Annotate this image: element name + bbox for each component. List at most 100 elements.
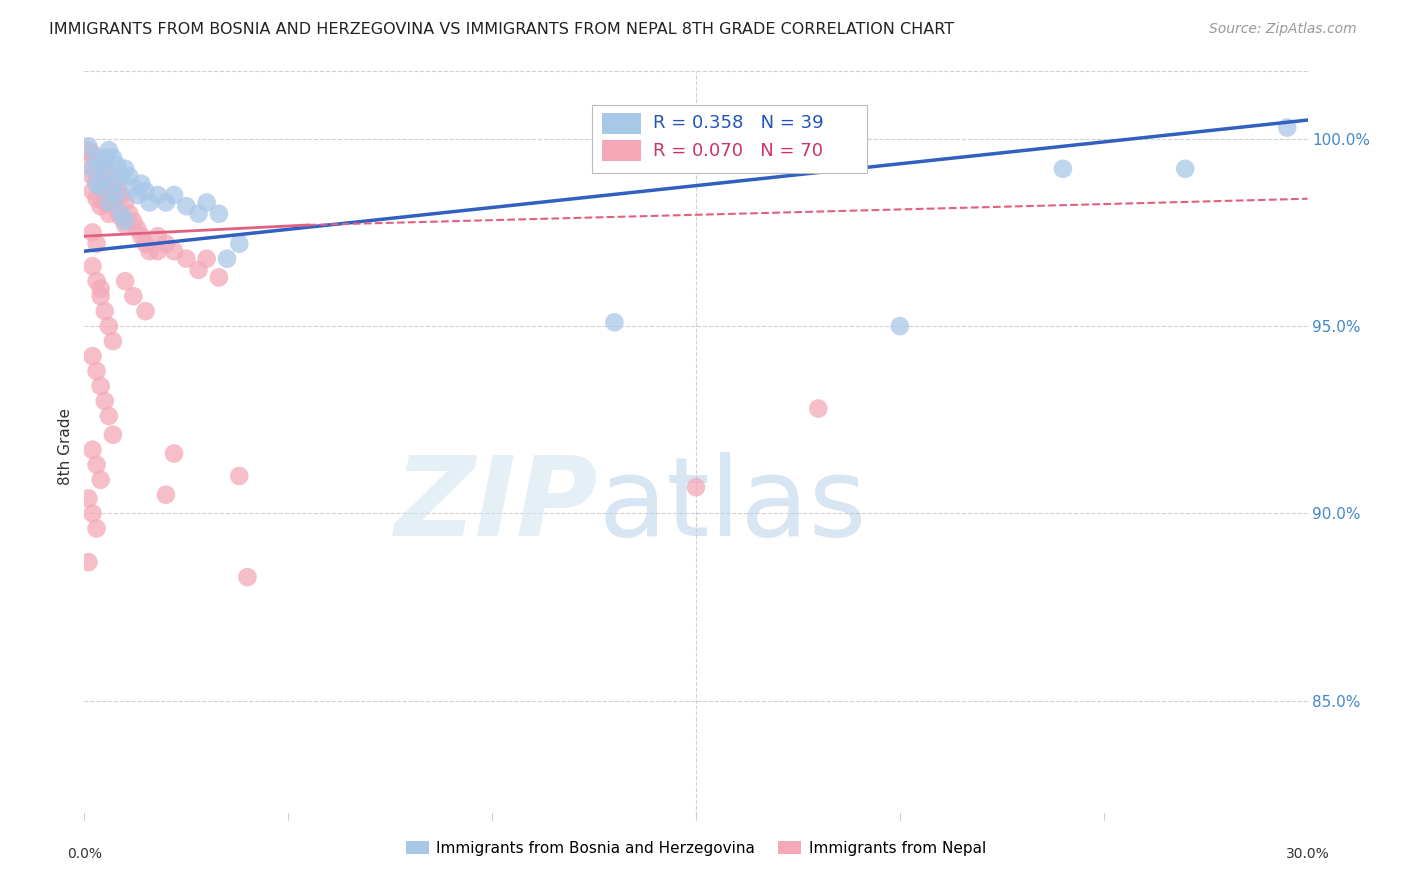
Point xyxy=(93,169,115,184)
Point xyxy=(1174,161,1197,176)
Point xyxy=(77,555,100,569)
Point xyxy=(195,195,218,210)
Point xyxy=(86,151,108,165)
Point xyxy=(97,409,120,423)
Point xyxy=(90,199,112,213)
Point xyxy=(90,161,112,176)
Point xyxy=(118,207,141,221)
Point xyxy=(110,207,132,221)
Point xyxy=(114,274,136,288)
Point xyxy=(77,158,100,172)
Point xyxy=(135,184,157,198)
Point xyxy=(101,334,124,348)
Point xyxy=(97,195,120,210)
Point xyxy=(77,491,100,506)
Point xyxy=(77,143,100,157)
Point xyxy=(122,214,145,228)
Point xyxy=(90,180,112,194)
Point xyxy=(122,289,145,303)
Point xyxy=(236,570,259,584)
Point xyxy=(101,177,124,191)
Point xyxy=(163,188,186,202)
Point xyxy=(86,236,108,251)
Point xyxy=(110,188,132,202)
Point xyxy=(90,379,112,393)
Point xyxy=(135,236,157,251)
Point xyxy=(82,184,104,198)
Point xyxy=(187,207,209,221)
Point xyxy=(97,207,120,221)
Point xyxy=(138,244,160,259)
Point xyxy=(1052,161,1074,176)
Point xyxy=(90,282,112,296)
Point xyxy=(101,151,124,165)
Point xyxy=(131,177,153,191)
Point xyxy=(131,229,153,244)
Point xyxy=(603,315,626,329)
Point xyxy=(155,195,177,210)
Point xyxy=(82,442,104,457)
Text: R = 0.070   N = 70: R = 0.070 N = 70 xyxy=(654,142,823,160)
Point xyxy=(706,139,728,153)
Point xyxy=(114,218,136,232)
Point xyxy=(1277,120,1299,135)
Text: IMMIGRANTS FROM BOSNIA AND HERZEGOVINA VS IMMIGRANTS FROM NEPAL 8TH GRADE CORREL: IMMIGRANTS FROM BOSNIA AND HERZEGOVINA V… xyxy=(49,22,955,37)
Point xyxy=(146,229,169,244)
Text: 30.0%: 30.0% xyxy=(1285,847,1330,861)
Point xyxy=(122,180,145,194)
Point xyxy=(101,427,124,442)
Point xyxy=(86,154,108,169)
Point xyxy=(138,195,160,210)
Point xyxy=(82,226,104,240)
Point xyxy=(86,274,108,288)
Point xyxy=(82,161,104,176)
Point xyxy=(93,304,115,318)
Point xyxy=(208,270,231,285)
Text: Source: ZipAtlas.com: Source: ZipAtlas.com xyxy=(1209,22,1357,37)
Point xyxy=(86,458,108,472)
Point xyxy=(807,401,830,416)
Point xyxy=(82,259,104,273)
Point xyxy=(90,158,112,172)
Point xyxy=(97,184,120,198)
Point xyxy=(174,199,197,213)
Point xyxy=(105,180,128,194)
Point xyxy=(114,195,136,210)
Point xyxy=(101,195,124,210)
Point xyxy=(93,195,115,210)
Point xyxy=(174,252,197,266)
Point xyxy=(82,169,104,184)
Point xyxy=(86,192,108,206)
Point xyxy=(146,244,169,259)
Y-axis label: 8th Grade: 8th Grade xyxy=(58,408,73,484)
Text: R = 0.358   N = 39: R = 0.358 N = 39 xyxy=(654,114,824,132)
Point xyxy=(93,394,115,409)
Point xyxy=(135,304,157,318)
Bar xyxy=(602,140,641,161)
Point xyxy=(105,158,128,172)
Point xyxy=(228,236,250,251)
Point xyxy=(90,289,112,303)
Point xyxy=(889,319,911,334)
Point xyxy=(97,165,120,179)
Point xyxy=(86,521,108,535)
Point xyxy=(228,469,250,483)
Point xyxy=(114,214,136,228)
Point xyxy=(685,480,707,494)
Bar xyxy=(602,112,641,134)
Point xyxy=(208,207,231,221)
Point xyxy=(155,236,177,251)
Point xyxy=(163,244,186,259)
Point xyxy=(127,221,149,235)
Point xyxy=(86,177,108,191)
Point xyxy=(82,349,104,363)
Point xyxy=(86,173,108,187)
Point xyxy=(217,252,239,266)
Point xyxy=(195,252,218,266)
Point xyxy=(110,169,132,184)
Point xyxy=(101,173,124,187)
Point xyxy=(77,139,100,153)
Point xyxy=(163,446,186,460)
Point xyxy=(82,146,104,161)
Text: ZIP: ZIP xyxy=(395,452,598,559)
